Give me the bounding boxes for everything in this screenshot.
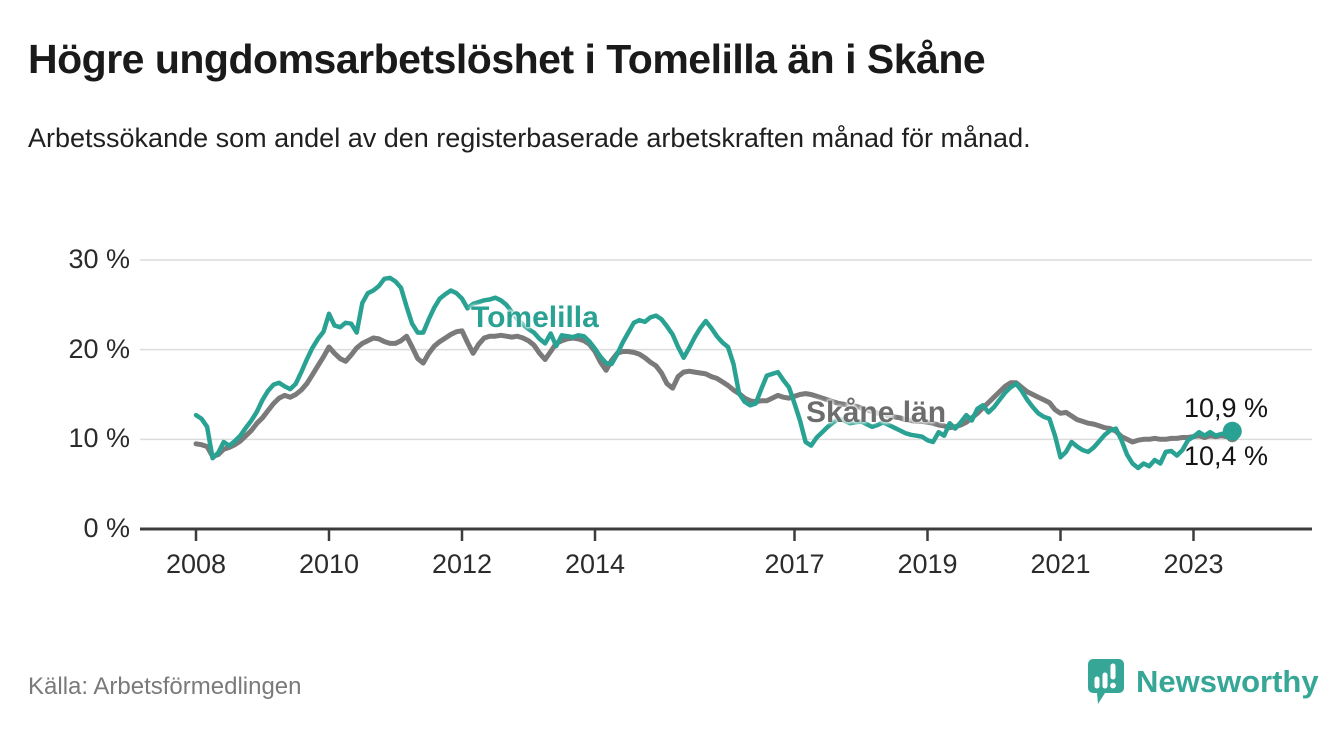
x-axis-label: 2010	[298, 549, 360, 579]
logo-wordmark: Newsworthy	[1136, 664, 1319, 699]
series-label-skane: Skåne län	[806, 396, 947, 429]
x-axis-labels: 2008 2010 2012 2014 2017 2019 2021 2023	[0, 549, 1340, 589]
y-axis-labels: 30 % 20 % 10 % 0 %	[10, 0, 130, 620]
chart-title: Högre ungdomsarbetslöshet i Tomelilla än…	[28, 36, 986, 82]
y-axis-label: 20 %	[68, 333, 130, 364]
end-value-tomelilla: 10,9 %	[1184, 393, 1269, 423]
y-axis-label: 0 %	[83, 513, 130, 543]
chart-subtitle: Arbetssökande som andel av den registerb…	[28, 123, 1031, 153]
source-note: Källa: Arbetsförmedlingen	[28, 673, 302, 700]
y-axis-label: 10 %	[68, 423, 130, 454]
y-axis-label: 30 %	[68, 243, 130, 274]
end-value-skane: 10,4 %	[1184, 441, 1269, 471]
x-axis-label: 2021	[1030, 549, 1091, 579]
logo-bubble-icon	[1088, 659, 1124, 704]
x-axis-label: 2008	[165, 549, 227, 579]
x-axis-label: 2012	[431, 549, 493, 579]
newsworthy-logo: Newsworthy	[1086, 657, 1319, 707]
x-axis-label: 2019	[897, 549, 958, 579]
series-label-tomelilla: Tomelilla	[471, 301, 599, 334]
x-axis-label: 2014	[564, 549, 626, 579]
x-axis-label: 2017	[764, 549, 825, 579]
x-axis-label: 2023	[1163, 549, 1224, 579]
